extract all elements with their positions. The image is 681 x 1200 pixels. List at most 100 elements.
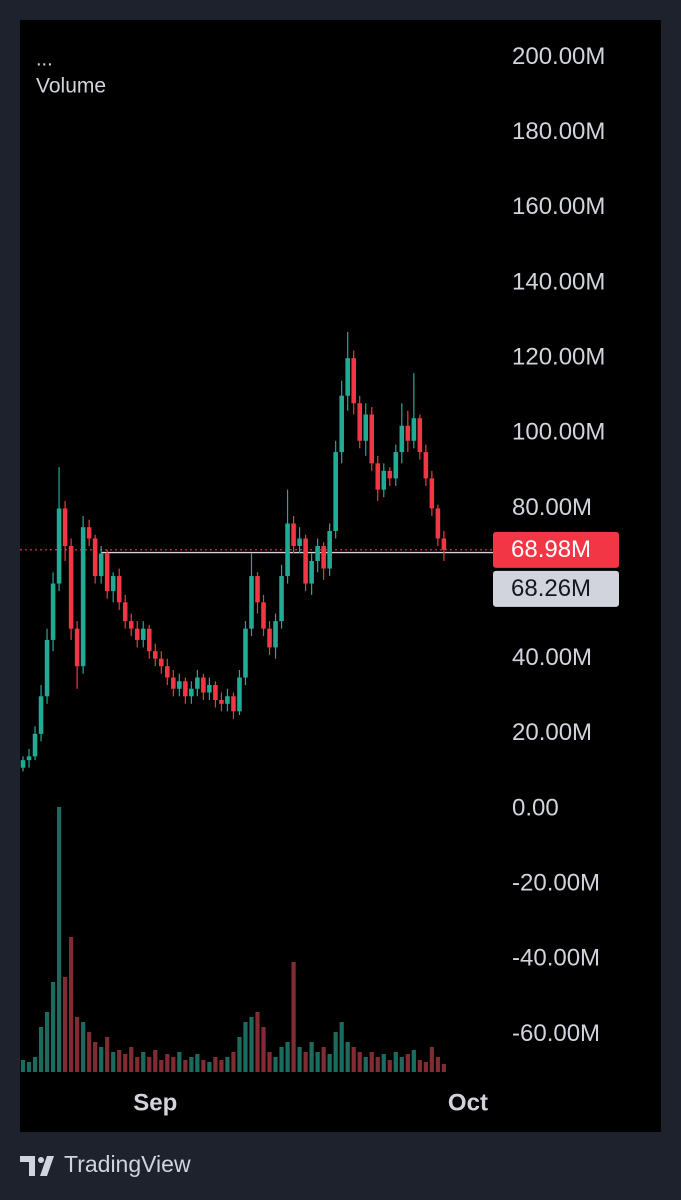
- y-tick-label: 140.00M: [512, 268, 605, 295]
- volume-bar: [411, 1050, 416, 1072]
- candle-body: [261, 602, 266, 629]
- volume-bar: [303, 1052, 308, 1072]
- candle-body: [80, 527, 86, 667]
- y-tick-label: 20.00M: [512, 719, 592, 746]
- candle-body: [20, 760, 26, 768]
- volume-bar: [201, 1060, 206, 1072]
- price-tag-label: 68.26M: [511, 575, 591, 602]
- brand-name[interactable]: TradingView: [64, 1151, 191, 1177]
- price-tag: [493, 531, 619, 568]
- candle-body: [98, 553, 104, 577]
- volume-bar: [123, 1054, 128, 1072]
- volume-bar: [87, 1032, 92, 1072]
- volume-bar: [159, 1060, 164, 1072]
- candle-body: [273, 621, 278, 648]
- volume-bar: [99, 1047, 104, 1072]
- candle-body: [62, 508, 68, 546]
- y-tick-label: -60.00M: [512, 1020, 600, 1047]
- volume-bar: [44, 1012, 50, 1072]
- candle-body: [92, 538, 98, 577]
- y-tick-label: 120.00M: [512, 343, 605, 370]
- x-tick-label: Sep: [133, 1089, 177, 1116]
- candle-body: [405, 425, 411, 441]
- candle-body: [159, 658, 164, 667]
- candle-body: [429, 478, 435, 509]
- volume-bar: [105, 1037, 110, 1072]
- volume-bar: [429, 1047, 434, 1072]
- candle-body: [189, 688, 194, 697]
- volume-bar: [213, 1057, 218, 1072]
- volume-bar: [261, 1027, 266, 1072]
- volume-bar: [309, 1042, 314, 1072]
- volume-bar: [279, 1047, 284, 1072]
- volume-bar: [141, 1052, 146, 1072]
- candle-body: [435, 508, 441, 539]
- candle-body: [110, 576, 116, 592]
- candle-body: [122, 602, 128, 622]
- volume-bar: [351, 1047, 356, 1072]
- candle-body: [345, 358, 350, 396]
- volume-bar: [20, 1060, 26, 1072]
- volume-bar: [369, 1052, 374, 1072]
- price-tag-label: 68.98M: [511, 536, 591, 563]
- volume-bar: [291, 962, 296, 1072]
- candle-body: [44, 639, 50, 697]
- x-tick-label: Oct: [448, 1089, 488, 1116]
- candle-body: [26, 756, 32, 761]
- volume-bar: [231, 1052, 236, 1072]
- volume-bar: [237, 1037, 242, 1072]
- candle-body: [213, 685, 218, 701]
- volume-bar: [339, 1022, 344, 1072]
- candle-body: [339, 395, 344, 453]
- brand-logo[interactable]: [20, 1156, 54, 1176]
- candle-body: [104, 553, 110, 592]
- candles: [20, 331, 447, 772]
- candle-body: [417, 418, 423, 453]
- volume-bar: [375, 1057, 380, 1072]
- volume-bar: [441, 1064, 446, 1072]
- candle-body: [315, 546, 320, 562]
- volume-bar: [381, 1054, 386, 1072]
- candle-body: [219, 700, 224, 704]
- candle-body: [333, 452, 338, 531]
- candle-body: [249, 576, 254, 629]
- legend-menu[interactable]: ...: [36, 48, 53, 70]
- volume-bar: [93, 1042, 98, 1072]
- candle-body: [351, 358, 356, 404]
- volume-bar: [387, 1060, 392, 1072]
- candle-body: [140, 628, 146, 640]
- candle-body: [56, 508, 62, 584]
- logo-shape: [20, 1156, 54, 1176]
- volume-bar: [171, 1057, 176, 1072]
- candle-body: [411, 418, 417, 441]
- volume-bar: [321, 1047, 326, 1072]
- volume-bar: [177, 1052, 182, 1072]
- candle-body: [321, 546, 326, 569]
- y-tick-label: 180.00M: [512, 118, 605, 145]
- candle-body: [297, 538, 302, 546]
- volume-bar: [165, 1054, 170, 1072]
- volume-bar: [62, 977, 68, 1072]
- candle-body: [327, 530, 332, 569]
- candle-body: [285, 523, 290, 577]
- volume-bar: [423, 1062, 428, 1072]
- candle-body: [243, 628, 248, 678]
- volume-bar: [219, 1060, 224, 1072]
- volume-bar: [333, 1032, 338, 1072]
- candle-body: [441, 538, 447, 550]
- volume-bar: [81, 1022, 86, 1072]
- candle-body: [207, 685, 212, 693]
- volume-bar: [363, 1057, 368, 1072]
- volume-bar: [315, 1052, 320, 1072]
- volume-bar: [207, 1062, 212, 1072]
- candle-body: [237, 677, 242, 712]
- volume-bar: [435, 1057, 440, 1072]
- candle-body: [165, 666, 170, 678]
- volume-bar: [255, 1012, 260, 1072]
- volume-bar: [56, 807, 62, 1072]
- volume-bar: [417, 1060, 422, 1072]
- volume-bar: [195, 1054, 200, 1072]
- y-tick-label: -40.00M: [512, 945, 600, 972]
- y-tick-label: 100.00M: [512, 419, 605, 446]
